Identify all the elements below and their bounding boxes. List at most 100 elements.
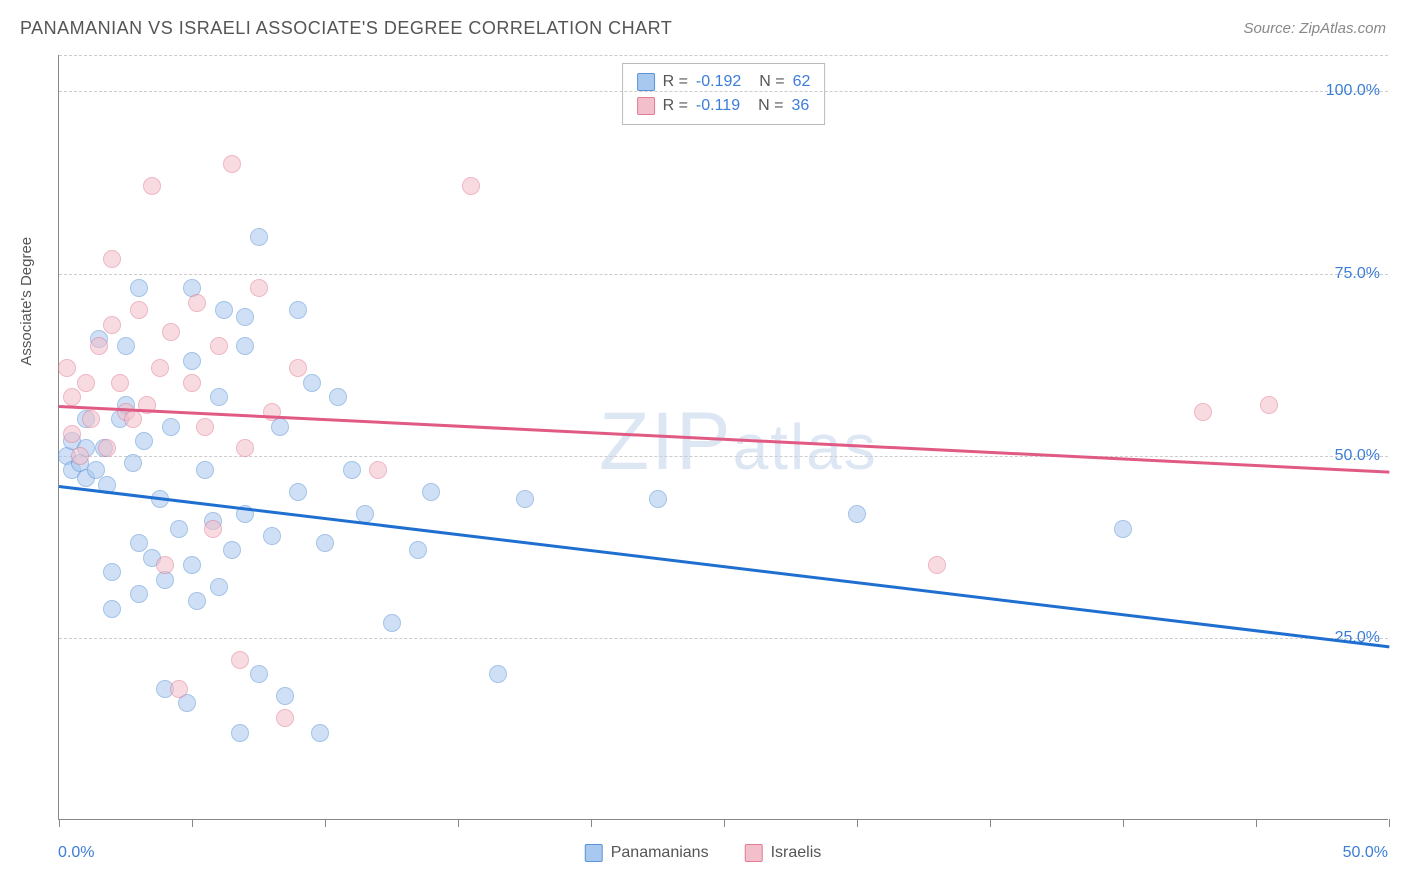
scatter-point: [183, 556, 201, 574]
scatter-point: [183, 352, 201, 370]
scatter-point: [276, 687, 294, 705]
legend-n-label: N =: [758, 94, 783, 118]
scatter-point: [1114, 520, 1132, 538]
scatter-point: [130, 301, 148, 319]
scatter-point: [210, 388, 228, 406]
chart-plot-area: ZIPatlas R = -0.192N = 62R = -0.119 N = 3…: [58, 55, 1388, 820]
scatter-point: [156, 556, 174, 574]
scatter-point: [236, 439, 254, 457]
scatter-point: [130, 585, 148, 603]
scatter-point: [188, 592, 206, 610]
scatter-point: [130, 279, 148, 297]
x-tick: [1256, 819, 1257, 827]
legend-swatch: [637, 73, 655, 91]
scatter-point: [231, 651, 249, 669]
scatter-point: [250, 228, 268, 246]
watermark: ZIPatlas: [599, 395, 878, 489]
x-tick: [1389, 819, 1390, 827]
scatter-point: [316, 534, 334, 552]
scatter-point: [928, 556, 946, 574]
scatter-point: [82, 410, 100, 428]
legend-bottom: Panamanians Israelis: [585, 844, 822, 862]
scatter-point: [250, 279, 268, 297]
scatter-point: [183, 374, 201, 392]
scatter-point: [143, 177, 161, 195]
scatter-point: [196, 461, 214, 479]
scatter-point: [63, 425, 81, 443]
scatter-point: [90, 337, 108, 355]
scatter-point: [1194, 403, 1212, 421]
scatter-point: [649, 490, 667, 508]
scatter-point: [236, 308, 254, 326]
x-tick: [458, 819, 459, 827]
legend-n-label: N =: [759, 70, 784, 94]
scatter-point: [462, 177, 480, 195]
legend-n-value: 62: [793, 70, 811, 94]
legend-stats-box: R = -0.192N = 62R = -0.119 N = 36: [622, 63, 826, 125]
x-tick: [59, 819, 60, 827]
scatter-point: [124, 410, 142, 428]
scatter-point: [162, 418, 180, 436]
x-axis-max-label: 50.0%: [1343, 844, 1388, 862]
legend-label: Israelis: [771, 844, 822, 862]
scatter-point: [103, 250, 121, 268]
legend-item: Panamanians: [585, 844, 709, 862]
x-tick: [857, 819, 858, 827]
gridline: [59, 91, 1388, 92]
scatter-point: [111, 374, 129, 392]
gridline: [59, 638, 1388, 639]
legend-label: Panamanians: [611, 844, 709, 862]
scatter-point: [124, 454, 142, 472]
gridline: [59, 55, 1388, 56]
scatter-point: [289, 301, 307, 319]
scatter-point: [170, 520, 188, 538]
x-tick: [325, 819, 326, 827]
y-tick-label: 75.0%: [1335, 265, 1380, 283]
trend-line: [59, 485, 1389, 648]
x-tick: [724, 819, 725, 827]
trend-line: [59, 405, 1389, 474]
scatter-point: [263, 527, 281, 545]
legend-r-value: -0.119: [696, 94, 740, 118]
scatter-point: [383, 614, 401, 632]
scatter-point: [223, 155, 241, 173]
gridline: [59, 456, 1388, 457]
gridline: [59, 274, 1388, 275]
source-attribution: Source: ZipAtlas.com: [1243, 20, 1386, 37]
scatter-point: [151, 359, 169, 377]
y-axis-title: Associate's Degree: [18, 237, 35, 366]
scatter-point: [369, 461, 387, 479]
legend-stat-row: R = -0.192N = 62: [637, 70, 811, 94]
scatter-point: [250, 665, 268, 683]
scatter-point: [289, 359, 307, 377]
scatter-point: [162, 323, 180, 341]
scatter-point: [117, 337, 135, 355]
scatter-point: [848, 505, 866, 523]
scatter-point: [98, 439, 116, 457]
scatter-point: [223, 541, 241, 559]
scatter-point: [409, 541, 427, 559]
x-tick: [192, 819, 193, 827]
chart-title: PANAMANIAN VS ISRAELI ASSOCIATE'S DEGREE…: [20, 18, 672, 39]
scatter-point: [210, 578, 228, 596]
scatter-point: [170, 680, 188, 698]
chart-header: PANAMANIAN VS ISRAELI ASSOCIATE'S DEGREE…: [20, 18, 1386, 39]
scatter-point: [236, 337, 254, 355]
legend-r-label: R =: [663, 70, 688, 94]
scatter-point: [103, 600, 121, 618]
scatter-point: [231, 724, 249, 742]
legend-swatch: [745, 844, 763, 862]
scatter-point: [1260, 396, 1278, 414]
scatter-point: [188, 294, 206, 312]
scatter-point: [303, 374, 321, 392]
x-tick: [990, 819, 991, 827]
scatter-point: [63, 388, 81, 406]
legend-swatch: [585, 844, 603, 862]
scatter-point: [210, 337, 228, 355]
scatter-point: [135, 432, 153, 450]
legend-n-value: 36: [791, 94, 809, 118]
scatter-point: [329, 388, 347, 406]
x-tick: [591, 819, 592, 827]
y-tick-label: 50.0%: [1335, 447, 1380, 465]
legend-swatch: [637, 97, 655, 115]
